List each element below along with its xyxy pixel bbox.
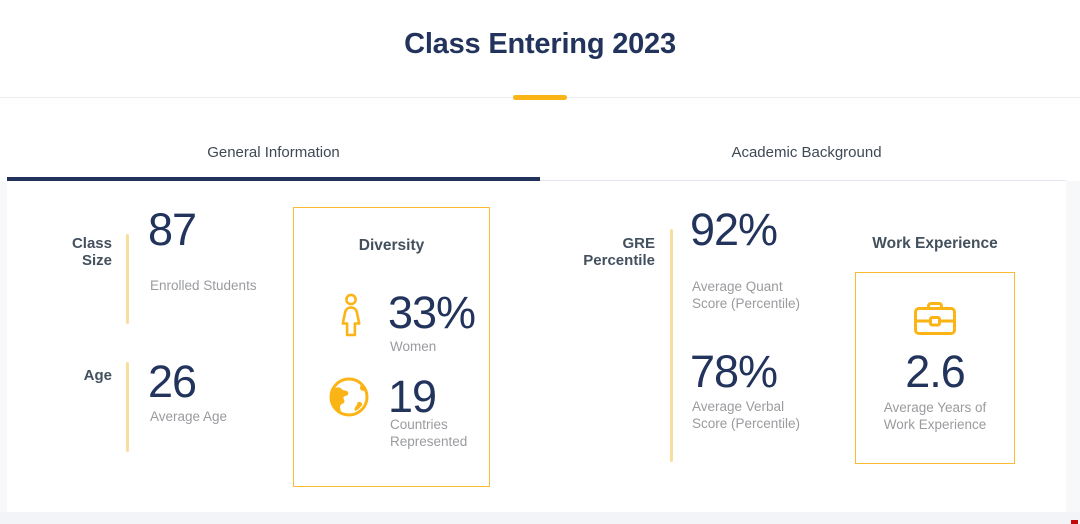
women-caption: Women (390, 339, 437, 354)
gre-quant-caption-line2: Score (Percentile) (692, 296, 801, 311)
diversity-title: Diversity (358, 237, 425, 254)
work-experience-caption: Average Years of Work Experience (856, 399, 1014, 433)
gre-quant-caption-line1: Average Quant (692, 279, 783, 294)
tab-bar: General Information Academic Background (7, 135, 1073, 179)
tab-academic-background-label: Academic Background (731, 144, 882, 161)
work-experience-title: Work Experience (872, 235, 998, 252)
age-label: Age (83, 367, 112, 384)
gold-accent-bar (513, 95, 567, 100)
work-experience-caption-line2: Work Experience (883, 417, 987, 432)
globe-icon (329, 377, 369, 417)
class-size-caption: Enrolled Students (150, 278, 257, 293)
gre-label-line2: Percentile (583, 252, 655, 269)
class-size-label-line1: Class (71, 235, 112, 252)
class-size-label: Class Size (40, 235, 112, 269)
page-title: Class Entering 2023 (404, 28, 676, 60)
inactive-tab-underline (540, 180, 1066, 181)
tab-academic-background[interactable]: Academic Background (540, 135, 1073, 179)
gre-label: GRE Percentile (560, 235, 655, 269)
left-gutter (0, 181, 7, 524)
right-gutter (1066, 181, 1080, 524)
woman-icon (341, 293, 361, 337)
gre-verbal-caption-line2: Score (Percentile) (692, 416, 801, 431)
title-divider (0, 95, 1080, 100)
age-value: 26 (148, 356, 197, 407)
gre-quant-caption: Average Quant Score (Percentile) (692, 278, 800, 312)
work-experience-box: 2.6 Average Years of Work Experience (855, 272, 1015, 464)
tab-general-information[interactable]: General Information (7, 135, 540, 179)
class-size-label-line2: Size (81, 252, 112, 269)
tab-general-information-label: General Information (207, 144, 340, 161)
gre-divider (670, 229, 673, 462)
gre-verbal-caption-line1: Average Verbal (692, 399, 785, 414)
gre-verbal-caption: Average Verbal Score (Percentile) (692, 398, 800, 432)
stats-panel: Class Size 87 Enrolled Students Age 26 A… (7, 181, 1066, 512)
class-size-value: 87 (148, 204, 197, 255)
countries-caption-line1: Countries (390, 417, 448, 432)
age-divider (126, 362, 129, 452)
countries-caption-line2: Represented (390, 434, 468, 449)
work-experience-value: 2.6 (905, 346, 966, 397)
red-artifact-mark (1071, 520, 1078, 524)
gre-label-line1: GRE (622, 235, 655, 252)
class-size-divider (126, 234, 129, 324)
briefcase-icon (914, 302, 956, 335)
diversity-box: Diversity 33% Women 19 Countries Represe… (293, 207, 490, 487)
countries-caption: Countries Represented (390, 416, 467, 450)
countries-value: 19 (388, 371, 437, 422)
age-caption: Average Age (150, 409, 228, 424)
gre-verbal-value: 78% (690, 346, 778, 397)
gre-quant-value: 92% (690, 204, 778, 255)
work-experience-caption-line1: Average Years of (883, 400, 987, 415)
bottom-band (0, 512, 1080, 524)
women-value: 33% (388, 287, 476, 338)
